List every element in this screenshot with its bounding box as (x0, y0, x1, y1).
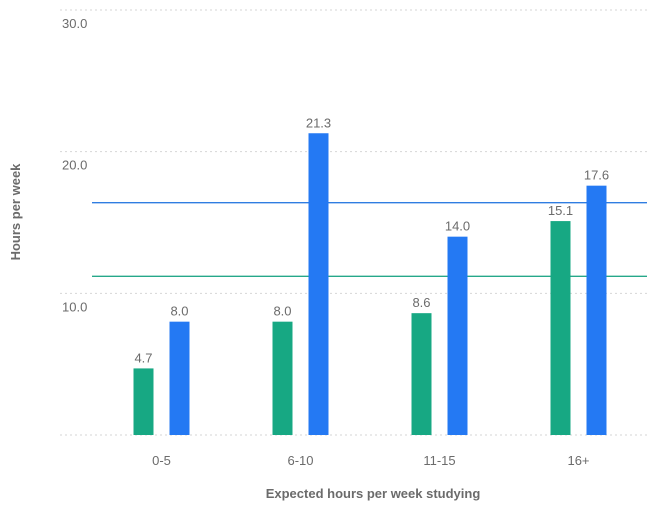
y-tick-label: 10.0 (62, 299, 87, 314)
x-axis-ticks: 0-5 6-10 11-15 16+ (152, 453, 589, 468)
data-label: 17.6 (584, 168, 609, 183)
bar (169, 321, 190, 435)
bar (133, 368, 154, 435)
bars (133, 133, 607, 435)
x-axis-title: Expected hours per week studying (266, 486, 481, 501)
y-axis-ticks: 10.0 20.0 30.0 (62, 16, 87, 314)
bar (411, 313, 432, 435)
bar (308, 133, 329, 435)
data-labels: 4.7 8.0 8.0 21.3 8.6 14.0 15.1 17.6 (134, 115, 609, 365)
x-tick-label: 16+ (567, 453, 589, 468)
y-tick-label: 20.0 (62, 158, 87, 173)
bar (447, 236, 468, 435)
bar (550, 221, 571, 435)
data-label: 4.7 (134, 350, 152, 365)
data-label: 8.6 (412, 295, 430, 310)
data-label: 15.1 (548, 203, 573, 218)
data-label: 8.0 (170, 304, 188, 319)
bar (586, 185, 607, 435)
data-label: 21.3 (306, 115, 331, 130)
x-tick-label: 0-5 (152, 453, 171, 468)
data-label: 8.0 (273, 304, 291, 319)
data-label: 14.0 (445, 219, 470, 234)
y-axis-title: Hours per week (8, 163, 23, 261)
x-tick-label: 6-10 (287, 453, 313, 468)
y-tick-label: 30.0 (62, 16, 87, 31)
x-tick-label: 11-15 (423, 453, 455, 468)
bar (272, 321, 293, 435)
